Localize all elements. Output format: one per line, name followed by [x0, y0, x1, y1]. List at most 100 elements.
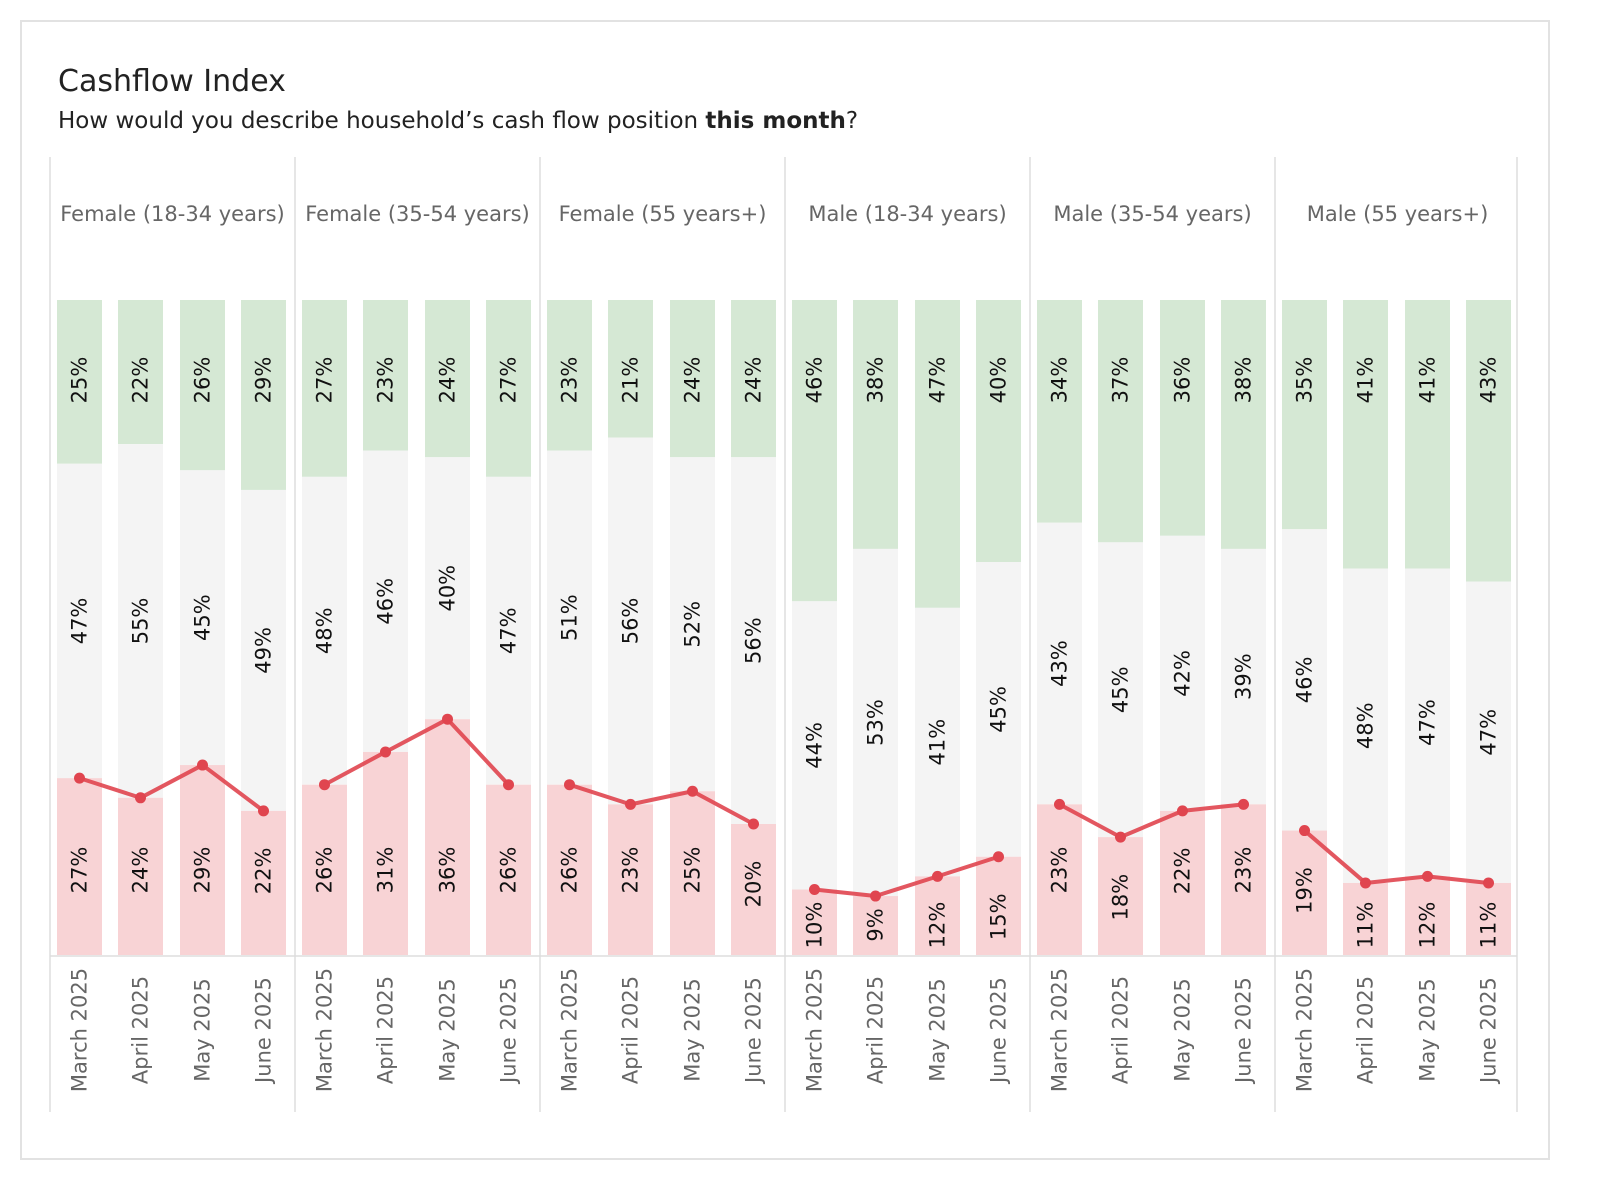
data-label-positive: 25% [68, 357, 92, 404]
data-label-neutral: 40% [436, 565, 460, 612]
bar-negative [302, 784, 347, 955]
bar-neutral [670, 457, 715, 792]
bar-positive [976, 300, 1021, 562]
x-tick-label: April 2025 [374, 976, 398, 1084]
data-label-positive: 24% [742, 357, 766, 404]
data-label-neutral: 47% [68, 598, 92, 645]
data-label-positive: 23% [558, 357, 582, 404]
bar-neutral [1466, 581, 1511, 883]
bar-negative [547, 784, 592, 955]
bar-negative [1160, 810, 1205, 955]
bar-neutral [547, 450, 592, 785]
data-label-positive: 22% [129, 357, 153, 404]
trend-point [197, 759, 208, 771]
bar-negative [1221, 804, 1266, 955]
data-label-neutral: 52% [681, 601, 705, 648]
trend-point [319, 779, 330, 791]
data-label-negative: 11% [1477, 902, 1501, 949]
data-label-negative: 36% [436, 847, 460, 894]
bar-positive [670, 300, 715, 458]
data-label-negative: 23% [1048, 847, 1072, 894]
x-tick-label: April 2025 [1109, 976, 1133, 1084]
trend-point [503, 779, 514, 791]
data-label-neutral: 48% [313, 607, 337, 654]
x-tick-label: March 2025 [68, 968, 92, 1092]
bar-negative [792, 889, 837, 955]
bar-neutral [57, 463, 102, 779]
chart-title: Cashflow Index [58, 64, 286, 99]
data-label-negative: 9% [864, 908, 888, 941]
bar-negative [853, 896, 898, 955]
data-label-positive: 29% [252, 357, 276, 404]
bar-negative [118, 797, 163, 955]
data-label-negative: 23% [1232, 847, 1256, 894]
trend-point [380, 746, 391, 758]
data-label-neutral: 46% [374, 578, 398, 625]
bar-neutral [180, 470, 225, 766]
panel-header: Female (18-34 years) [60, 202, 284, 226]
data-label-positive: 46% [803, 357, 827, 404]
x-tick-label: April 2025 [864, 976, 888, 1084]
negative-trend-line [812, 854, 1001, 899]
data-label-neutral: 53% [864, 699, 888, 746]
bar-neutral [1405, 568, 1450, 877]
data-label-positive: 26% [191, 357, 215, 404]
trend-point [748, 818, 759, 830]
bar-negative [1098, 837, 1143, 955]
bar-positive [1282, 300, 1327, 530]
data-label-neutral: 47% [1477, 709, 1501, 756]
data-label-neutral: 45% [987, 686, 1011, 733]
trend-point [564, 779, 575, 791]
data-label-positive: 35% [1293, 357, 1317, 404]
bar-negative [1282, 830, 1327, 955]
bar-positive [57, 300, 102, 464]
data-label-positive: 37% [1109, 357, 1133, 404]
bar-neutral [363, 450, 408, 752]
bar-negative [57, 778, 102, 955]
bar-negative [180, 765, 225, 955]
x-tick-label: March 2025 [1293, 968, 1317, 1092]
bar-negative [363, 751, 408, 955]
data-label-neutral: 48% [1354, 702, 1378, 749]
bar-neutral [1282, 529, 1327, 831]
data-label-negative: 27% [68, 847, 92, 894]
data-label-negative: 26% [558, 847, 582, 894]
subtitle-emphasis: this month [705, 108, 846, 134]
negative-trend-line [1302, 828, 1491, 885]
bar-neutral [118, 444, 163, 798]
trend-point [870, 890, 881, 902]
x-tick-label: May 2025 [926, 978, 950, 1082]
bar-positive [1037, 300, 1082, 523]
bar-neutral [1221, 548, 1266, 805]
negative-trend-line [567, 782, 756, 826]
data-label-negative: 18% [1109, 874, 1133, 921]
trend-point [809, 884, 820, 895]
trend-point [258, 805, 269, 817]
data-label-neutral: 47% [1416, 699, 1440, 746]
trend-point [1483, 877, 1494, 889]
bar-neutral [1160, 535, 1205, 811]
bar-negative [1405, 876, 1450, 955]
negative-trend-line [322, 717, 511, 787]
x-tick-label: June 2025 [1232, 977, 1256, 1085]
panel-header: Female (35-54 years) [305, 202, 529, 226]
data-label-negative: 20% [742, 861, 766, 908]
bar-neutral [853, 548, 898, 897]
data-label-neutral: 46% [1293, 657, 1317, 704]
x-tick-label: March 2025 [1048, 968, 1072, 1092]
data-label-neutral: 49% [252, 627, 276, 674]
data-label-negative: 12% [926, 902, 950, 949]
trend-point [135, 792, 146, 804]
data-label-neutral: 43% [1048, 640, 1072, 687]
bar-neutral [915, 607, 960, 877]
data-label-negative: 10% [803, 902, 827, 949]
data-label-negative: 31% [374, 847, 398, 894]
bar-negative [1343, 882, 1388, 955]
panel-header: Male (55 years+) [1307, 202, 1489, 226]
x-tick-label: June 2025 [742, 977, 766, 1085]
bar-neutral [486, 476, 531, 785]
bar-negative [486, 784, 531, 955]
data-label-positive: 24% [681, 357, 705, 404]
bar-neutral [425, 457, 470, 720]
bar-positive [608, 300, 653, 438]
